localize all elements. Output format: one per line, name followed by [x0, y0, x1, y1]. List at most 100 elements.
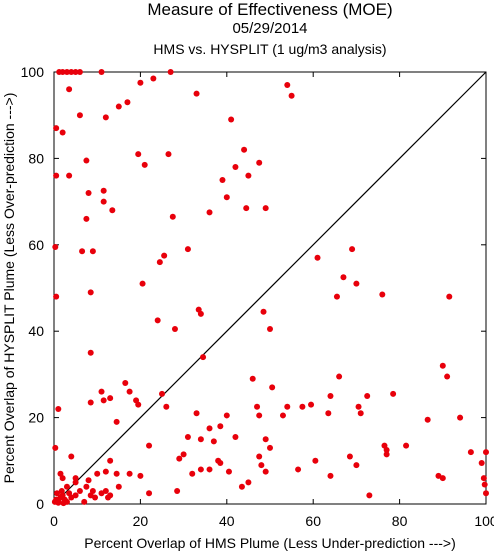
- data-point: [87, 399, 94, 406]
- data-point: [83, 483, 90, 490]
- data-point: [357, 410, 364, 417]
- data-point: [107, 492, 114, 499]
- data-point: [284, 81, 291, 88]
- data-point: [223, 412, 230, 419]
- data-point: [52, 243, 59, 250]
- data-point: [167, 69, 174, 75]
- x-tick-label: 40: [219, 513, 235, 529]
- data-point: [439, 475, 446, 482]
- data-point: [85, 477, 92, 484]
- data-point: [439, 362, 446, 369]
- data-point: [262, 205, 269, 212]
- data-point: [238, 483, 245, 490]
- data-point: [256, 453, 263, 460]
- data-point: [68, 453, 75, 460]
- data-point: [53, 293, 60, 300]
- data-point: [206, 466, 213, 473]
- x-tick-label: 20: [133, 513, 149, 529]
- data-point: [53, 125, 60, 132]
- data-point: [262, 436, 269, 443]
- data-point: [163, 403, 170, 410]
- data-point: [139, 280, 146, 287]
- data-point: [457, 414, 464, 421]
- data-point: [72, 479, 79, 486]
- data-point: [478, 459, 485, 466]
- data-point: [150, 75, 157, 82]
- data-point: [135, 151, 142, 158]
- data-point: [262, 468, 269, 475]
- data-point: [193, 410, 200, 417]
- data-point: [55, 499, 62, 506]
- data-point: [63, 69, 70, 75]
- data-point: [366, 492, 373, 499]
- y-tick-label: 0: [36, 496, 44, 512]
- data-point: [87, 289, 94, 296]
- data-point: [98, 69, 105, 75]
- data-point: [364, 393, 371, 399]
- data-point: [161, 252, 168, 259]
- data-point: [217, 423, 224, 430]
- data-point: [137, 79, 144, 86]
- data-point: [483, 490, 489, 497]
- data-point: [113, 470, 120, 477]
- data-point: [333, 293, 340, 300]
- data-point: [98, 388, 105, 395]
- data-point: [100, 198, 107, 205]
- data-point: [169, 213, 176, 220]
- data-point: [355, 403, 362, 410]
- one-to-one-line: [53, 71, 487, 505]
- data-point: [336, 373, 343, 380]
- data-point: [53, 172, 60, 179]
- data-point: [340, 274, 347, 281]
- data-point: [325, 410, 332, 417]
- chart-date: 05/29/2014: [232, 20, 308, 37]
- data-point: [228, 116, 235, 123]
- data-point: [141, 161, 148, 168]
- chart-title: Measure of Effectiveness (MOE): [147, 0, 393, 19]
- data-point: [81, 498, 88, 505]
- data-point: [83, 215, 90, 222]
- data-point: [206, 425, 213, 432]
- data-point: [146, 442, 153, 449]
- data-point: [254, 403, 261, 410]
- x-tick-label: 60: [305, 513, 321, 529]
- data-point: [63, 483, 70, 490]
- data-point: [353, 462, 360, 469]
- x-tick-label: 100: [474, 513, 494, 529]
- data-point: [92, 494, 99, 501]
- data-point: [66, 86, 73, 93]
- data-point: [193, 90, 200, 97]
- data-point: [102, 488, 109, 495]
- data-point: [308, 401, 315, 408]
- data-point: [269, 384, 276, 391]
- data-point: [60, 500, 67, 507]
- data-point: [256, 412, 263, 419]
- data-point: [346, 453, 353, 460]
- data-point: [89, 248, 96, 255]
- data-point: [124, 99, 131, 106]
- labels-layer: 0 20 40 60 80 100 0 20 40 60 80 100: [21, 64, 494, 529]
- data-point: [137, 472, 144, 479]
- data-point: [100, 397, 107, 404]
- data-point: [312, 457, 319, 464]
- data-point: [107, 395, 114, 402]
- data-point: [189, 470, 196, 477]
- data-point: [258, 462, 265, 469]
- data-point: [135, 401, 142, 408]
- data-point: [232, 164, 239, 171]
- data-point: [299, 403, 306, 410]
- data-point: [156, 259, 163, 266]
- data-point: [76, 488, 83, 495]
- data-point: [66, 172, 73, 179]
- data-point: [83, 157, 90, 164]
- data-point: [115, 103, 122, 110]
- data-point: [107, 457, 114, 464]
- data-point: [249, 375, 256, 382]
- data-point: [267, 444, 273, 451]
- data-point: [68, 69, 75, 75]
- x-tick-label: 0: [50, 513, 58, 529]
- data-point: [115, 483, 122, 490]
- data-point: [390, 390, 397, 397]
- data-point: [217, 459, 224, 466]
- data-point: [100, 187, 107, 194]
